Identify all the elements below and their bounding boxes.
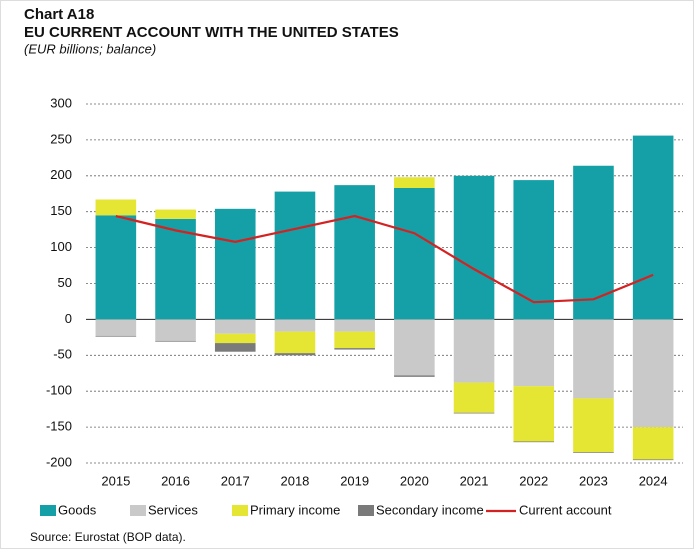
line [115, 214, 654, 304]
bar [274, 331, 316, 354]
bar [453, 319, 495, 383]
bar [214, 343, 256, 352]
bar [513, 386, 555, 442]
bar [95, 319, 137, 336]
bar [573, 398, 614, 453]
bar [214, 319, 256, 334]
bar [573, 165, 614, 320]
bar [95, 215, 137, 320]
legend-swatch [40, 505, 56, 516]
bar [394, 375, 435, 377]
y-tick-label: 300 [50, 95, 72, 110]
x-tick-label: 2022 [519, 473, 548, 488]
y-tick-label: -200 [46, 454, 72, 469]
x-tick-label: 2015 [101, 473, 130, 488]
bar [274, 353, 316, 356]
bar [334, 319, 375, 332]
bar [334, 185, 375, 320]
legend-label: Services [148, 502, 198, 517]
bar [334, 331, 375, 349]
y-tick-label: -100 [46, 383, 72, 398]
source: Source: Eurostat (BOP data). [30, 530, 186, 544]
bar [632, 459, 674, 461]
chart-label: Chart A18 [24, 6, 94, 23]
bar [573, 319, 614, 399]
x-tick-label: 2021 [460, 473, 489, 488]
chart-subtitle: (EUR billions; balance) [24, 41, 156, 56]
bar [513, 180, 555, 320]
bar [214, 208, 256, 320]
legend-label: Current account [519, 502, 612, 517]
y-tick-label: -150 [46, 419, 72, 434]
bar [155, 218, 196, 320]
legend-swatch [232, 505, 248, 516]
bar [573, 452, 614, 453]
bar [513, 441, 555, 443]
x-tick-label: 2024 [639, 473, 668, 488]
bar [155, 319, 196, 341]
bar [155, 209, 196, 219]
bar [334, 348, 375, 350]
legend-label: Primary income [250, 502, 340, 517]
legend-swatch [130, 505, 146, 516]
bar [453, 175, 495, 320]
legend-swatch [358, 505, 374, 516]
y-tick-label: 150 [50, 203, 72, 218]
bar [453, 412, 495, 414]
y-tick-label: 200 [50, 167, 72, 182]
y-tick-label: 100 [50, 239, 72, 254]
bar [155, 340, 196, 342]
y-tick-label: 50 [58, 275, 72, 290]
legend-label: Secondary income [376, 502, 484, 517]
bar [274, 191, 316, 320]
bar [95, 199, 137, 216]
bar [394, 188, 435, 320]
y-tick-label: 0 [65, 311, 72, 326]
bar [274, 319, 316, 332]
x-tick-label: 2018 [280, 473, 309, 488]
y-tick-label: -50 [53, 347, 72, 362]
x-tick-label: 2019 [340, 473, 369, 488]
bar [513, 319, 555, 387]
bar [95, 335, 137, 337]
bar [632, 427, 674, 460]
bar [394, 177, 435, 189]
bar [394, 319, 435, 376]
y-tick-label: 250 [50, 131, 72, 146]
bar [632, 319, 674, 428]
chart-title: EU CURRENT ACCOUNT WITH THE UNITED STATE… [24, 24, 399, 41]
x-tick-label: 2023 [579, 473, 608, 488]
legend-label: Goods [58, 502, 97, 517]
bar [453, 382, 495, 413]
bar [214, 333, 256, 344]
x-tick-label: 2017 [221, 473, 250, 488]
x-tick-label: 2020 [400, 473, 429, 488]
bar [632, 135, 674, 320]
x-tick-label: 2016 [161, 473, 190, 488]
